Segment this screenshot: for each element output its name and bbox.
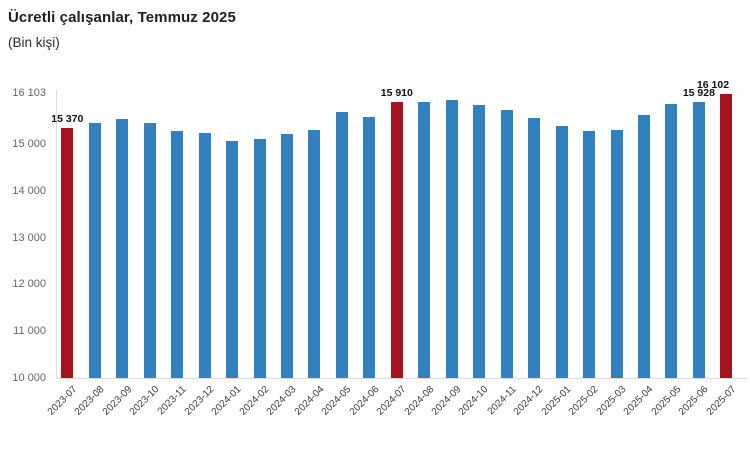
bar-2023-09 xyxy=(116,119,129,378)
bar-2024-02 xyxy=(253,138,266,378)
bar-2024-10 xyxy=(473,105,486,378)
x-axis-tick-label: 2024-06 xyxy=(347,384,382,418)
bar-2024-08 xyxy=(418,102,431,378)
bar-2025-07 xyxy=(720,93,733,378)
bar-2024-07 xyxy=(390,102,403,378)
chart-subtitle: (Bin kişi) xyxy=(8,35,60,50)
x-axis-tick-label: 2025-03 xyxy=(594,384,629,418)
bar-2024-05 xyxy=(335,112,348,378)
bar-2023-08 xyxy=(88,122,101,378)
bar-2025-02 xyxy=(583,131,596,378)
x-axis-tick-label: 2024-10 xyxy=(457,384,491,418)
y-axis-tick-label: 13 000 xyxy=(12,231,46,244)
bar-2024-06 xyxy=(363,116,376,378)
y-axis-tick-label: 15 000 xyxy=(12,138,46,151)
bar-2024-04 xyxy=(308,130,321,378)
bar-2025-05 xyxy=(665,103,678,378)
bar-2024-01 xyxy=(226,140,239,378)
x-axis-tick-label: 2025-01 xyxy=(539,384,574,418)
y-axis-tick-label: 14 000 xyxy=(12,185,46,198)
bar-2024-03 xyxy=(280,133,293,378)
y-axis-tick-label: 11 000 xyxy=(13,324,46,337)
x-axis-tick-label: 2025-05 xyxy=(649,384,684,418)
bar-2025-03 xyxy=(610,129,623,378)
y-axis-tick-label: 12 000 xyxy=(12,278,46,291)
bar-value-label-2023-07: 15 370 xyxy=(51,112,84,125)
y-axis-line xyxy=(56,90,57,378)
y-axis-tick-label: 10 000 xyxy=(12,371,46,384)
bar-2023-12 xyxy=(198,133,211,378)
bar-value-label-2025-07: 16 102 xyxy=(696,78,730,91)
x-axis-tick-label: 2024-02 xyxy=(237,384,272,418)
y-axis-tick-label: 16 103 xyxy=(12,87,46,99)
bar-2025-04 xyxy=(637,114,650,378)
x-axis-tick-label: 2024-12 xyxy=(512,384,546,418)
x-axis-tick-label: 2023-07 xyxy=(45,384,80,418)
bar-2023-10 xyxy=(143,123,156,378)
x-axis-tick-label: 2024-08 xyxy=(402,384,437,418)
bar-2025-06 xyxy=(692,101,705,378)
bar-2023-07 xyxy=(61,127,74,378)
bar-2023-11 xyxy=(171,131,184,378)
bar-2025-01 xyxy=(555,125,568,378)
bar-value-label-2024-07: 15 910 xyxy=(380,87,413,100)
x-axis-tick-label: 2024-04 xyxy=(292,384,327,418)
bar-2024-11 xyxy=(500,110,513,378)
bar-2024-09 xyxy=(445,99,458,378)
bar-value-label-2025-06: 15 928 xyxy=(682,86,715,99)
x-axis-line xyxy=(56,378,747,379)
x-axis-tick-label: 2025-07 xyxy=(704,384,739,418)
chart-title: Ücretli çalışanlar, Temmuz 2025 xyxy=(8,9,236,26)
x-axis-tick-label: 2023-12 xyxy=(182,384,217,418)
bar-2024-12 xyxy=(528,117,541,378)
x-axis-tick-label: 2023-11 xyxy=(155,384,189,418)
x-axis-tick-label: 2023-09 xyxy=(100,384,134,418)
